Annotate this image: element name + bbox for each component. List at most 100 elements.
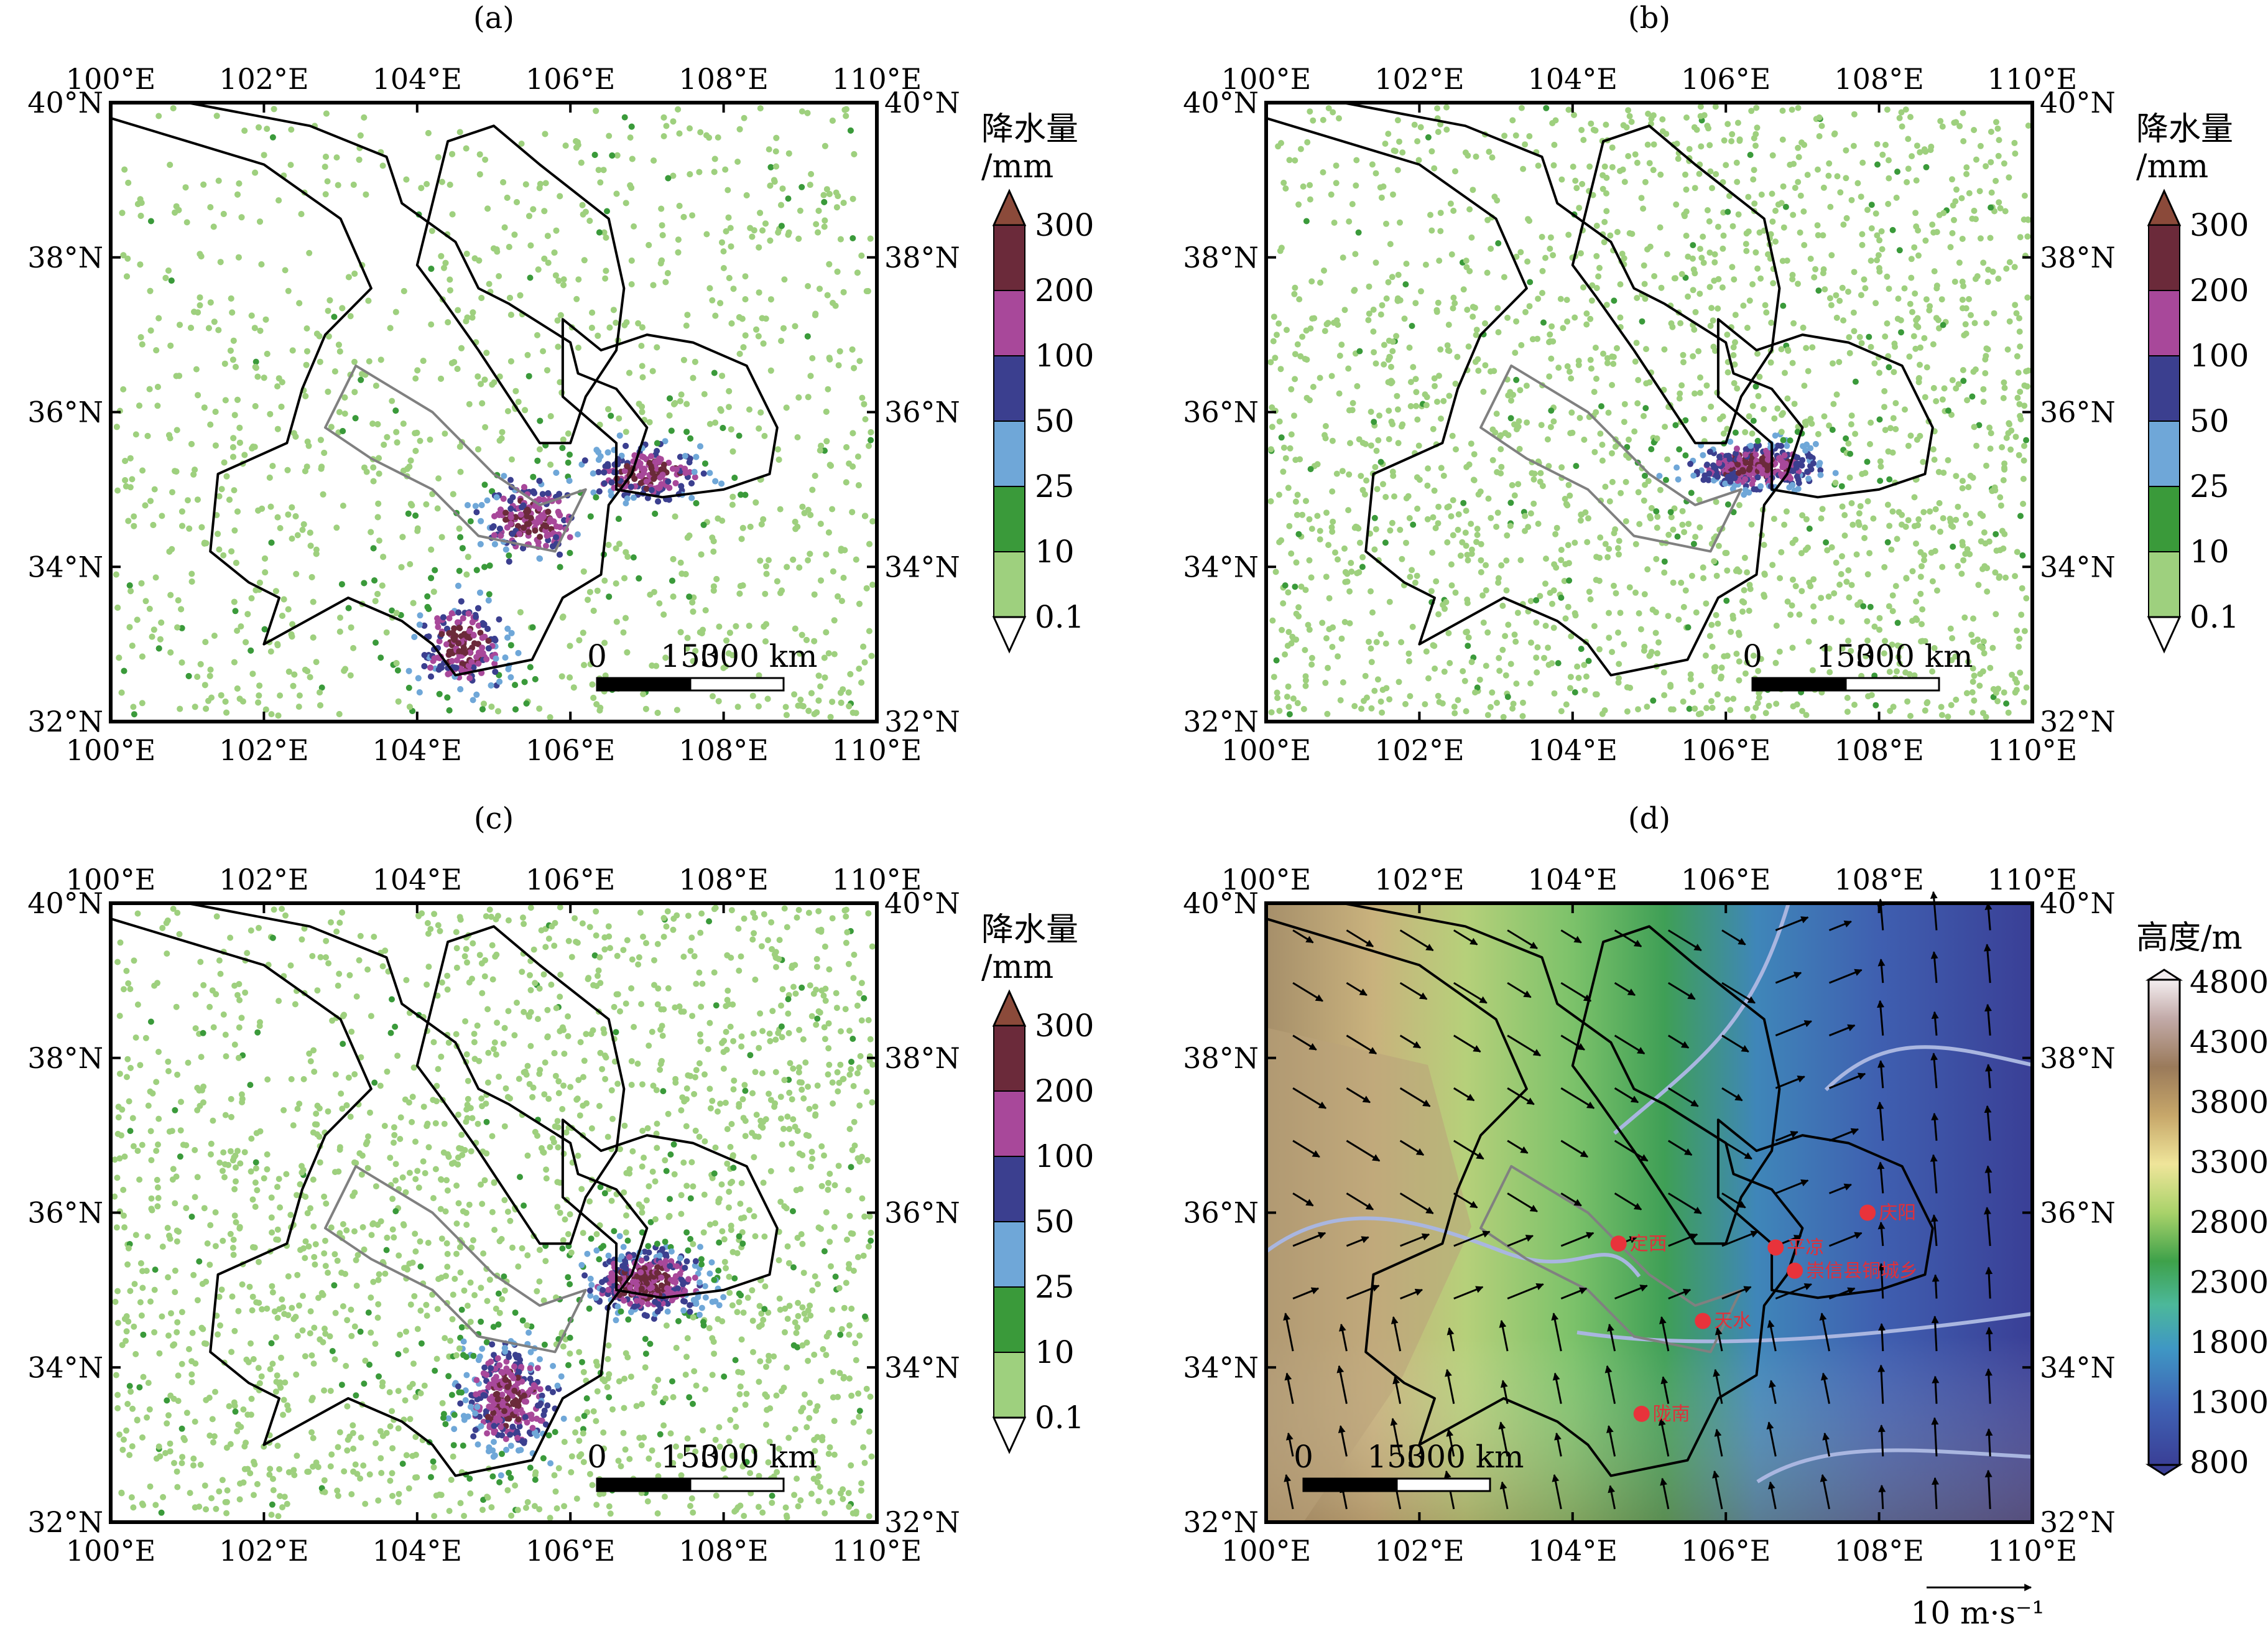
station-dot bbox=[416, 689, 423, 695]
station-dot bbox=[2003, 265, 2010, 272]
station-dot bbox=[1278, 434, 1285, 441]
station-dot bbox=[1688, 572, 1695, 579]
station-dot bbox=[1483, 662, 1489, 669]
station-dot bbox=[1528, 639, 1534, 646]
station-dot bbox=[1473, 327, 1480, 333]
station-dot bbox=[580, 630, 586, 636]
station-dot bbox=[1563, 297, 1570, 304]
station-dot bbox=[212, 442, 219, 449]
station-dot bbox=[554, 317, 561, 324]
station-dot bbox=[469, 619, 476, 626]
station-dot bbox=[616, 415, 623, 422]
station-dot bbox=[1385, 131, 1392, 137]
station-dot bbox=[697, 443, 703, 450]
station-dot bbox=[1651, 273, 1658, 279]
station-dot bbox=[507, 476, 514, 483]
station-dot bbox=[230, 337, 237, 344]
station-dot bbox=[307, 542, 314, 549]
station-dot bbox=[753, 326, 760, 333]
station-dot bbox=[1736, 631, 1743, 638]
station-dot bbox=[1988, 159, 1994, 165]
station-dot bbox=[524, 351, 531, 358]
station-dot bbox=[1980, 638, 1987, 645]
station-dot bbox=[1731, 276, 1738, 283]
station-dot bbox=[780, 325, 787, 332]
station-dot bbox=[1402, 281, 1409, 288]
station-dot bbox=[1371, 349, 1377, 356]
station-dot bbox=[1683, 233, 1690, 239]
station-dot bbox=[1605, 409, 1612, 416]
station-dot bbox=[1980, 259, 1987, 266]
station-dot bbox=[767, 296, 774, 303]
station-dot bbox=[620, 629, 627, 636]
station-dot bbox=[1616, 551, 1622, 558]
station-dot bbox=[1432, 525, 1439, 531]
station-dot bbox=[557, 551, 563, 558]
station-dot bbox=[552, 272, 559, 279]
station-dot bbox=[1380, 183, 1387, 190]
station-dot bbox=[2021, 442, 2027, 449]
station-dot bbox=[1344, 570, 1351, 577]
station-dot bbox=[456, 567, 463, 574]
station-dot bbox=[167, 342, 174, 349]
station-dot bbox=[859, 394, 866, 401]
station-dot bbox=[767, 367, 774, 374]
station-dot bbox=[438, 375, 444, 382]
station-dot bbox=[454, 366, 461, 372]
station-dot bbox=[113, 571, 119, 578]
station-dot bbox=[731, 475, 738, 481]
station-dot bbox=[1988, 204, 1994, 211]
station-dot bbox=[1314, 461, 1321, 468]
station-dot bbox=[1599, 442, 1606, 448]
station-dot bbox=[1856, 510, 1863, 517]
station-dot bbox=[167, 162, 174, 168]
station-dot bbox=[869, 582, 876, 588]
station-dot bbox=[467, 518, 474, 524]
station-dot bbox=[1709, 185, 1715, 192]
station-dot bbox=[1565, 542, 1571, 549]
station-dot bbox=[535, 539, 542, 546]
station-dot bbox=[1548, 323, 1555, 330]
station-dot bbox=[323, 154, 329, 160]
station-dot bbox=[1966, 190, 1973, 197]
station-dot bbox=[1601, 163, 1608, 170]
station-dot bbox=[170, 105, 177, 111]
station-dot bbox=[1631, 428, 1638, 435]
station-dot bbox=[2020, 216, 2027, 223]
station-dot bbox=[1889, 592, 1896, 599]
station-dot bbox=[418, 185, 425, 192]
station-dot bbox=[530, 206, 537, 213]
station-dot bbox=[230, 435, 237, 442]
station-dot bbox=[218, 486, 225, 493]
station-dot bbox=[1434, 398, 1440, 405]
station-dot bbox=[1701, 416, 1708, 422]
station-dot bbox=[1858, 292, 1864, 299]
station-dot bbox=[1591, 448, 1598, 455]
station-dot bbox=[1323, 321, 1330, 328]
station-dot bbox=[280, 596, 287, 603]
station-dot bbox=[1369, 609, 1376, 616]
station-dot bbox=[1572, 612, 1579, 619]
station-dot bbox=[706, 134, 713, 141]
station-dot bbox=[1820, 184, 1827, 191]
station-dot bbox=[1676, 446, 1683, 453]
station-dot bbox=[197, 661, 204, 667]
station-dot bbox=[829, 699, 836, 705]
station-dot bbox=[405, 684, 412, 691]
station-dot bbox=[759, 227, 766, 234]
station-dot bbox=[868, 653, 875, 659]
station-dot bbox=[585, 597, 591, 603]
station-dot bbox=[466, 628, 473, 634]
station-dot bbox=[504, 194, 511, 201]
station-dot bbox=[1906, 353, 1913, 360]
station-dot bbox=[482, 424, 489, 430]
station-dot bbox=[1697, 374, 1703, 381]
station-dot bbox=[277, 525, 284, 531]
station-dot bbox=[1663, 476, 1669, 483]
station-dot bbox=[1986, 424, 1993, 431]
station-dot bbox=[1807, 256, 1814, 262]
station-dot bbox=[515, 399, 522, 405]
station-dot bbox=[1983, 163, 1989, 170]
station-dot bbox=[1882, 427, 1889, 434]
station-dot bbox=[575, 531, 581, 538]
